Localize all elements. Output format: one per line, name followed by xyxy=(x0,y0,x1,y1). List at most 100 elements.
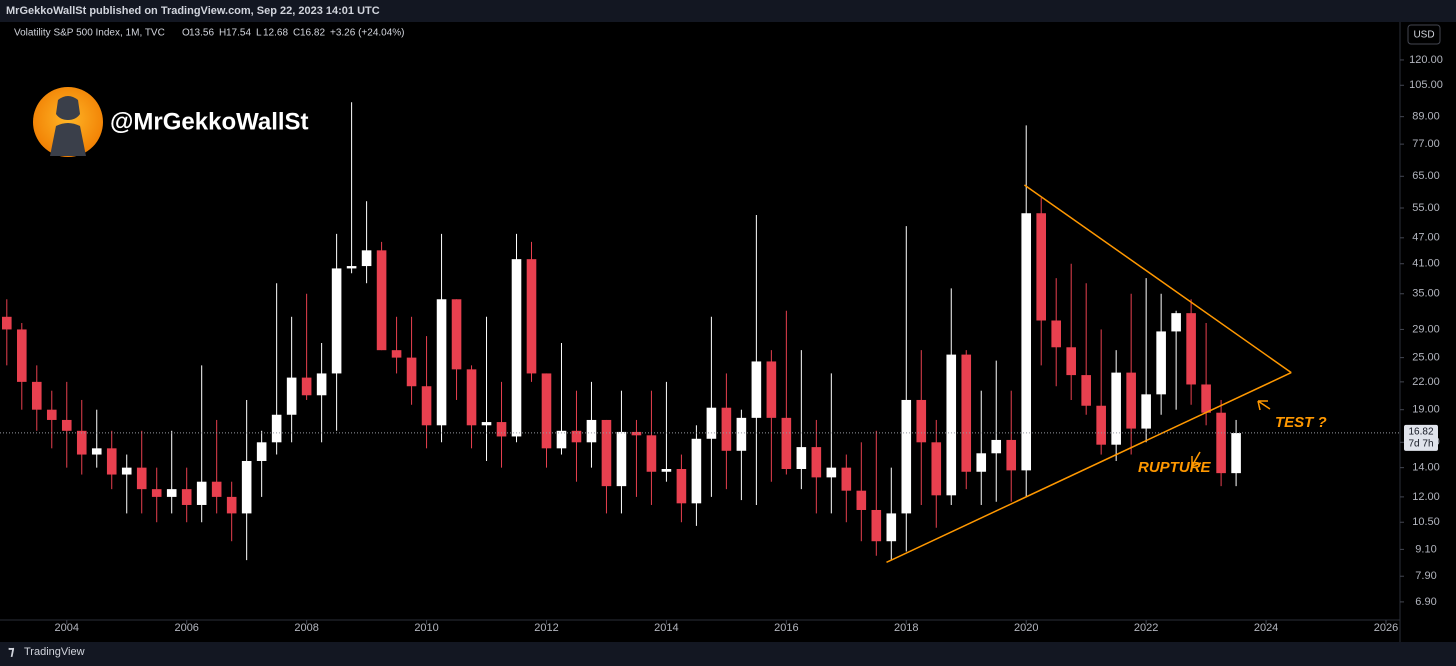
candle-body xyxy=(946,354,957,496)
candle-body xyxy=(526,259,537,374)
y-tick-label: 22.00 xyxy=(1412,376,1440,388)
y-tick-label: 105.00 xyxy=(1409,79,1443,91)
legend-label: H xyxy=(219,28,226,39)
candle-body xyxy=(616,431,627,487)
candle-body xyxy=(586,419,597,443)
candle-body xyxy=(691,438,702,504)
legend-value: 16.82 xyxy=(300,28,325,39)
candle-body xyxy=(1006,439,1017,471)
candle-body xyxy=(601,419,612,487)
currency-button[interactable] xyxy=(1407,24,1441,45)
candle-body xyxy=(106,448,117,475)
avatar-figure xyxy=(50,96,86,156)
candle-body xyxy=(856,490,867,510)
candle-body xyxy=(1186,313,1196,385)
y-tick-label: 7.90 xyxy=(1415,570,1436,582)
candle-body xyxy=(271,414,282,443)
candle-body xyxy=(406,357,417,387)
y-tick-label: 12.00 xyxy=(1412,491,1440,503)
top-bar xyxy=(0,0,1456,22)
candle-body xyxy=(736,417,747,451)
candle-body xyxy=(976,453,987,472)
candle-body xyxy=(916,399,927,443)
candle-body xyxy=(826,467,837,478)
y-tick-label: 25.00 xyxy=(1412,352,1440,364)
candle-body xyxy=(121,467,132,475)
candle-body xyxy=(181,489,192,505)
trendline xyxy=(1023,184,1292,374)
x-tick-label: 2026 xyxy=(1374,622,1398,634)
x-tick-label: 2014 xyxy=(654,622,678,634)
candle-body xyxy=(2,316,12,330)
candle-body xyxy=(151,489,162,497)
currency[interactable]: USD xyxy=(1413,30,1434,41)
watermark: @MrGekkoWallSt xyxy=(110,108,309,135)
x-tick-label: 2006 xyxy=(174,622,198,634)
annotation: TEST ? xyxy=(1275,414,1327,431)
y-tick-label: 65.00 xyxy=(1412,170,1440,182)
legend-value: 12.68 xyxy=(263,28,288,39)
y-tick-label: 120.00 xyxy=(1409,54,1443,66)
candle-body xyxy=(991,439,1002,454)
legend-label: L xyxy=(256,28,262,39)
candle-body xyxy=(466,369,477,426)
candle-body xyxy=(1111,372,1121,445)
candle-body xyxy=(256,442,267,461)
candle-body xyxy=(496,422,507,437)
bottom-bar xyxy=(0,642,1456,666)
candle-body xyxy=(1051,320,1061,348)
candle-body xyxy=(1096,405,1106,445)
symbol: Volatility S&P 500 Index, 1M, TVC xyxy=(14,28,165,39)
candle-body xyxy=(1036,213,1047,321)
candle-body xyxy=(931,442,942,496)
candle-body xyxy=(676,469,687,504)
legend-change: +3.26 (+24.04%) xyxy=(330,28,405,39)
candle-body xyxy=(346,266,357,269)
x-tick-label: 2016 xyxy=(774,622,798,634)
candle-body xyxy=(376,250,387,351)
candle-body xyxy=(1156,331,1166,395)
footer-logo: ⁊ xyxy=(8,643,15,658)
candle-body xyxy=(1171,313,1181,332)
rupture-arrow xyxy=(1191,451,1202,467)
y-tick-label: 19.00 xyxy=(1412,404,1440,416)
candle-body xyxy=(781,417,792,470)
candle-body xyxy=(646,435,657,472)
candle-body xyxy=(1081,375,1091,406)
test-arrow xyxy=(1257,400,1271,411)
candle-body xyxy=(1021,213,1032,471)
candle-body xyxy=(46,409,57,420)
y-tick-label: 89.00 xyxy=(1412,111,1440,123)
y-tick-label: 6.90 xyxy=(1415,596,1436,608)
annotation: RUPTURE xyxy=(1138,459,1211,476)
candle-body xyxy=(76,430,87,455)
y-tick-label: 41.00 xyxy=(1412,258,1440,270)
candle-body xyxy=(751,361,762,418)
x-tick-label: 2008 xyxy=(294,622,318,634)
publisher: MrGekkoWallSt published on TradingView.c… xyxy=(6,5,380,17)
legend-value: 13.56 xyxy=(189,28,214,39)
legend-label: O xyxy=(182,28,190,39)
plot xyxy=(2,102,1241,561)
x-tick-label: 2020 xyxy=(1014,622,1038,634)
y-tick-label: 9.10 xyxy=(1415,543,1436,555)
candle-body xyxy=(796,447,807,470)
candle-body xyxy=(556,430,567,449)
candle-body xyxy=(421,386,432,426)
candle-body xyxy=(241,460,252,514)
y-tick-label: 14.00 xyxy=(1412,462,1440,474)
candle-body xyxy=(541,373,552,449)
candle-body xyxy=(1231,433,1241,474)
x-tick-label: 2004 xyxy=(55,622,79,634)
candle-body xyxy=(766,361,777,418)
last-price-box xyxy=(1404,424,1438,451)
candle-body xyxy=(481,422,492,426)
candle-body xyxy=(196,481,207,505)
candle-body xyxy=(391,350,402,358)
x-tick-label: 2022 xyxy=(1134,622,1158,634)
candle-body xyxy=(136,467,147,490)
candle-body xyxy=(901,399,912,514)
